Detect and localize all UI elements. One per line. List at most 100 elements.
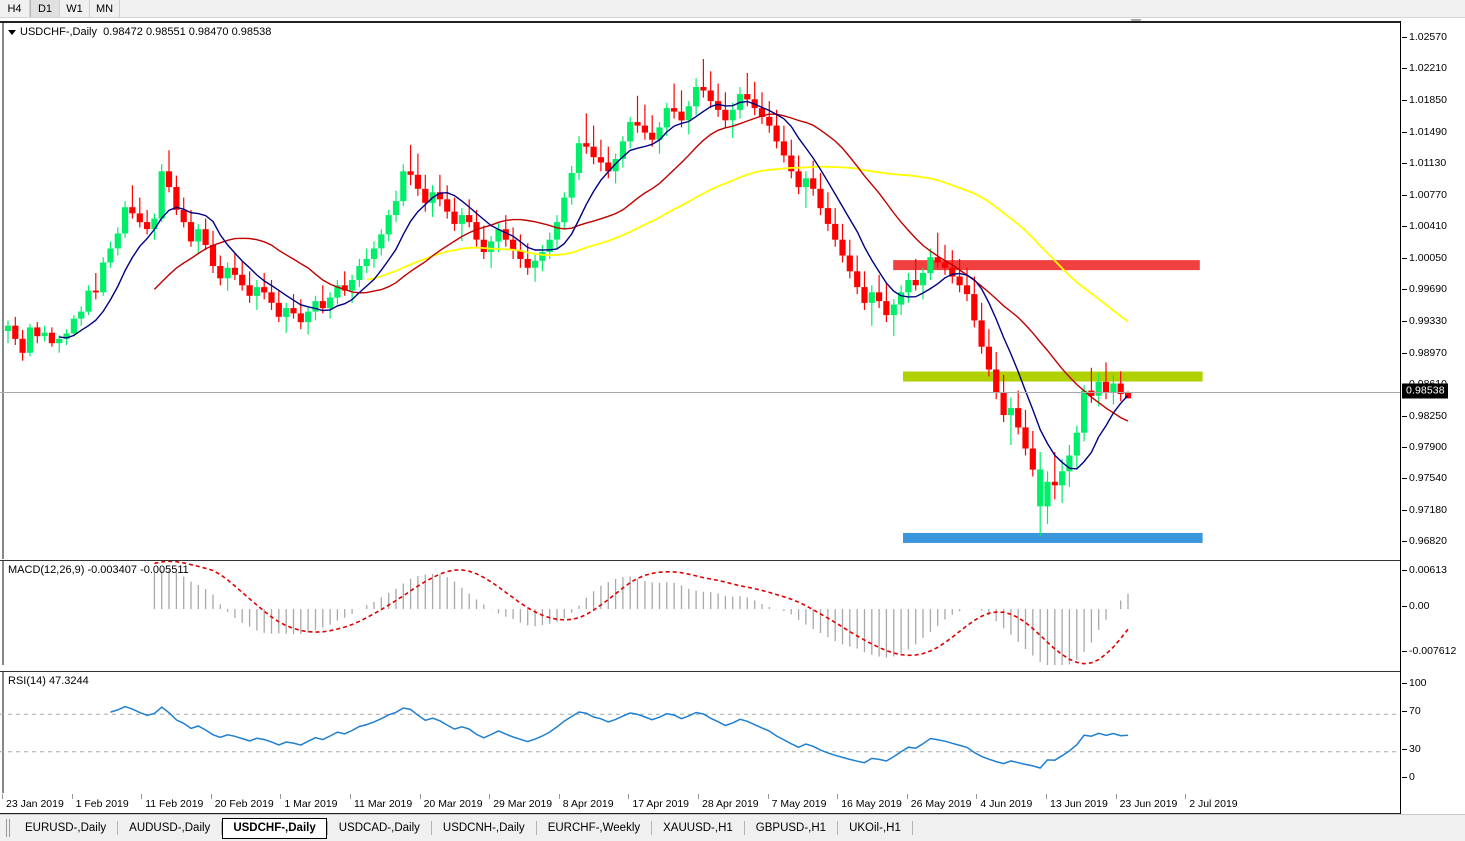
axis-tick — [1402, 541, 1407, 543]
axis-tick — [1402, 570, 1407, 571]
axis-tick — [1402, 36, 1407, 38]
timeframe-mn[interactable]: MN — [90, 0, 120, 17]
date-tick-label: 11 Feb 2019 — [145, 798, 204, 810]
symbol-tab-audusddaily[interactable]: AUDUSD-,Daily — [129, 821, 211, 834]
symbol-tab-xauusdh1[interactable]: XAUUSD-,H1 — [663, 821, 733, 834]
tab-separator — [743, 821, 745, 835]
axis-tick-label: 1.00770 — [1409, 188, 1447, 201]
axis-tick — [1402, 100, 1407, 101]
toolbar-spacer — [120, 0, 1465, 17]
axis-tick-label: 1.02210 — [1409, 62, 1447, 75]
axis-tick-label: 1.00410 — [1409, 220, 1447, 233]
axis-tick-label: 0.98250 — [1409, 409, 1447, 422]
date-tick-label: 2 Jul 2019 — [1189, 798, 1238, 810]
axis-tick — [1402, 163, 1407, 165]
timeframe-d1[interactable]: D1 — [30, 0, 60, 17]
axis-tick — [1402, 478, 1407, 479]
rsi-label: RSI(14) 47.3244 — [8, 675, 89, 687]
timeframe-w1[interactable]: W1 — [60, 0, 90, 17]
axis-tick-label: 0.97900 — [1409, 440, 1447, 453]
axis-tick — [1402, 194, 1407, 196]
axis-tick-label: 0.97180 — [1409, 503, 1447, 516]
date-tick-label: 16 May 2019 — [841, 798, 902, 810]
axis-tick — [1402, 289, 1407, 291]
tab-separator — [837, 821, 839, 835]
tab-separator — [221, 821, 223, 835]
axis-tick — [1402, 777, 1407, 778]
axis-tick — [1402, 257, 1407, 259]
date-tick-label: 4 Jun 2019 — [980, 798, 1033, 810]
macd-pane[interactable]: MACD(12,26,9) -0.003407 -0.005511 — [0, 560, 1400, 665]
symbol-tab-usdcaddaily[interactable]: USDCAD-,Daily — [338, 821, 420, 834]
tabs-grip-handle[interactable] — [6, 819, 10, 837]
chart-frame[interactable]: USDCHF-,Daily 0.98472 0.98551 0.98470 0.… — [0, 21, 1465, 814]
date-tick — [350, 794, 351, 799]
axis-tick — [1402, 131, 1407, 133]
date-tick-label: 1 Feb 2019 — [75, 798, 129, 810]
axis-tick-label: 70 — [1409, 705, 1421, 718]
date-tick — [141, 794, 143, 799]
axis-tick-label: 1.01130 — [1409, 157, 1447, 170]
price-pane[interactable]: USDCHF-,Daily 0.98472 0.98551 0.98470 0.… — [0, 23, 1400, 559]
symbol-tab-eurusddaily[interactable]: EURUSD-,Daily — [25, 821, 107, 834]
axis-tick-label: 0.00 — [1409, 600, 1430, 613]
tab-separator — [651, 821, 653, 835]
collapse-caret-icon[interactable] — [8, 29, 16, 35]
symbol-tab-usdcnhdaily[interactable]: USDCNH-,Daily — [442, 821, 525, 834]
date-tick-label: 28 Apr 2019 — [702, 798, 759, 810]
symbol-tab-gbpusdh1[interactable]: GBPUSD-,H1 — [755, 821, 827, 834]
axis-tick — [1402, 711, 1407, 713]
tab-separator — [430, 821, 432, 835]
date-tick — [2, 794, 3, 799]
axis-tick — [1402, 683, 1407, 684]
rsi-pane[interactable]: RSI(14) 47.3244 — [0, 671, 1400, 793]
date-tick — [767, 794, 769, 799]
chart-ohlc-label: 0.98472 0.98551 0.98470 0.98538 — [103, 26, 272, 38]
axis-tick-label: -0.007612 — [1409, 645, 1457, 657]
current-price-badge: 0.98538 — [1402, 383, 1448, 398]
date-tick-label: 8 Apr 2019 — [562, 798, 614, 810]
date-tick — [71, 794, 73, 799]
tab-separator — [535, 821, 537, 835]
axis-tick-label: 100 — [1409, 677, 1427, 689]
date-tick — [210, 794, 212, 799]
date-tick-label: 29 Mar 2019 — [493, 798, 553, 810]
axis-tick — [1402, 651, 1407, 652]
chart-header: USDCHF-,Daily 0.98472 0.98551 0.98470 0.… — [8, 26, 271, 38]
axis-tick-label: 0.97540 — [1409, 472, 1447, 484]
date-tick-label: 26 May 2019 — [910, 798, 972, 810]
date-tick-label: 17 Apr 2019 — [632, 798, 690, 810]
tab-separator — [117, 821, 119, 835]
axis-tick — [1402, 606, 1407, 608]
pane-left-border — [2, 561, 4, 665]
date-tick-label: 13 Jun 2019 — [1050, 798, 1108, 810]
timeframe-h4[interactable]: H4 — [0, 0, 30, 17]
axis-tick-label: 0.00613 — [1409, 564, 1447, 576]
date-axis: 23 Jan 2019 1 Feb 2019 11 Feb 2019 20 Feb 2… — [0, 794, 1400, 816]
date-tick — [489, 794, 491, 799]
axis-tick-label: 0.96820 — [1409, 535, 1447, 548]
timeframe-toolbar: H4 D1 W1 MN — [0, 0, 1465, 18]
date-tick — [628, 794, 630, 799]
date-tick-label: 11 Mar 2019 — [354, 798, 413, 810]
pane-left-border — [2, 23, 4, 559]
date-tick — [280, 794, 282, 799]
date-tick — [1046, 794, 1047, 799]
axis-tick-label: 0.99330 — [1409, 315, 1447, 327]
tab-separator — [326, 821, 328, 835]
price-axis[interactable]: 1.02570 1.02210 1.01850 1.01490 1.01130 1.007… — [1400, 21, 1465, 814]
axis-tick-label: 0 — [1409, 771, 1415, 783]
symbol-tab-eurchfweekly[interactable]: EURCHF-,Weekly — [547, 821, 641, 834]
date-tick-label: 20 Mar 2019 — [423, 798, 483, 810]
symbol-tab-usdchfdaily[interactable]: USDCHF-,Daily — [222, 817, 327, 839]
symbol-tab-ukoilh1[interactable]: UKOil-,H1 — [849, 821, 901, 834]
date-tick — [837, 794, 839, 799]
axis-tick-label: 1.02570 — [1409, 30, 1447, 43]
axis-tick — [1402, 226, 1407, 228]
date-tick — [1115, 794, 1117, 799]
date-tick — [1185, 794, 1187, 799]
pane-left-border — [2, 672, 4, 793]
axis-tick-label: 1.00050 — [1409, 251, 1447, 264]
chart-symbol-label: USDCHF-,Daily — [20, 26, 97, 38]
date-tick-label: 7 May 2019 — [771, 798, 827, 810]
